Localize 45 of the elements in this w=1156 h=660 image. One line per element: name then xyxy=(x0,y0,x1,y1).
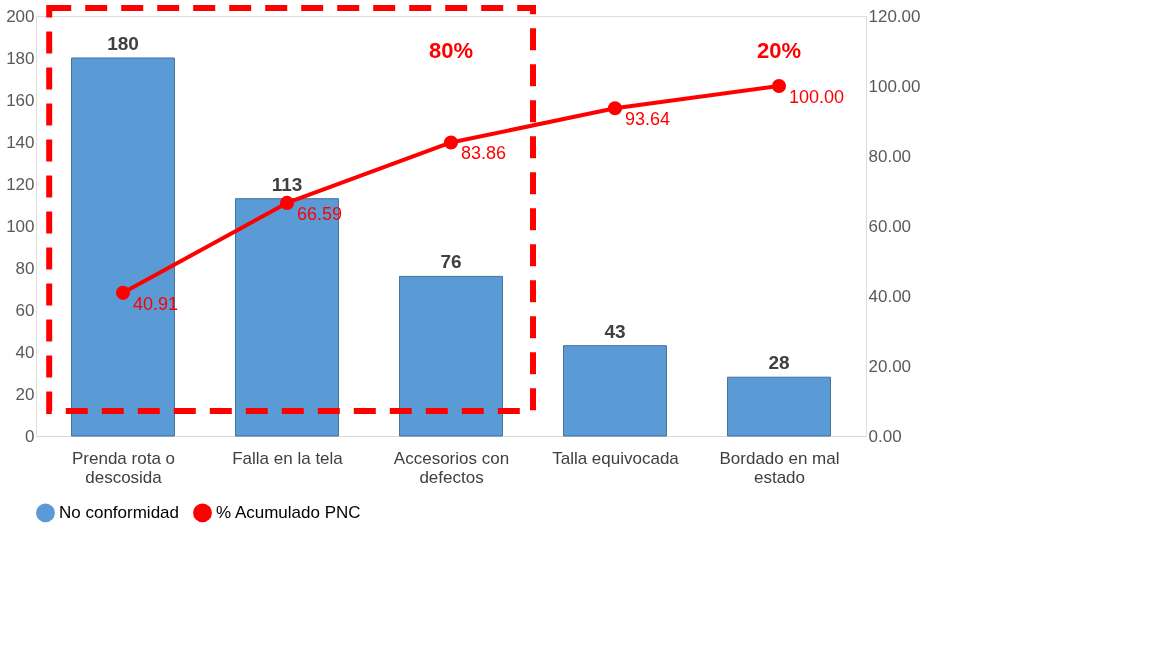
y-tick-label: 120 xyxy=(6,174,35,194)
bar xyxy=(235,198,339,437)
bar xyxy=(399,275,503,437)
point xyxy=(607,101,623,116)
point xyxy=(279,195,295,210)
y2-tick-label: 100.00 xyxy=(868,76,921,96)
y-tick-label: 0 xyxy=(25,426,35,446)
data-label: 93.64 xyxy=(625,109,671,130)
bar xyxy=(71,57,175,437)
point xyxy=(771,78,787,94)
bar xyxy=(727,376,831,437)
x-tick-label: Prenda rota o descosida xyxy=(71,448,176,487)
point xyxy=(443,135,459,150)
y2-tick-label: 0.00 xyxy=(868,426,902,446)
y-tick-label: 200 xyxy=(6,6,35,26)
x-tick-label: Bordado en mal estado xyxy=(719,448,840,487)
data-label: 113 xyxy=(271,173,303,195)
y-tick-label: 60 xyxy=(15,300,35,320)
x-tick-label: Talla equivocada xyxy=(552,448,680,468)
y2-tick-label: 60.00 xyxy=(868,216,912,236)
data-label: 100.00 xyxy=(789,87,845,107)
annotation: 80% xyxy=(428,38,474,63)
y-tick-label: 140 xyxy=(6,132,35,152)
x-tick-label: Falla en la tela xyxy=(232,448,344,468)
data-label: 28 xyxy=(768,352,790,374)
y-tick-label: 20 xyxy=(15,384,35,404)
y-tick-label: 180 xyxy=(6,48,35,68)
x-tick-label: Accesorios con defectos xyxy=(393,448,510,487)
y-tick-label: 80 xyxy=(15,258,35,278)
bar xyxy=(563,345,667,437)
legend-label: No conformidad xyxy=(59,502,180,522)
data-label: 83.86 xyxy=(461,143,507,164)
data-label: 76 xyxy=(440,251,462,273)
y2-tick-label: 40.00 xyxy=(868,286,912,306)
y2-tick-label: 80.00 xyxy=(868,146,912,166)
y-tick-label: 100 xyxy=(6,216,35,236)
annotation: 20% xyxy=(756,38,802,63)
data-label: 180 xyxy=(107,33,139,54)
y2-tick-label: 20.00 xyxy=(868,356,912,376)
y-tick-label: 160 xyxy=(6,90,35,110)
data-label: 43 xyxy=(604,320,626,342)
y-tick-label: 40 xyxy=(15,342,35,362)
point xyxy=(115,285,131,300)
legend-label: % Acumulado PNC xyxy=(216,502,361,522)
y2-tick-label: 120.00 xyxy=(868,6,921,26)
